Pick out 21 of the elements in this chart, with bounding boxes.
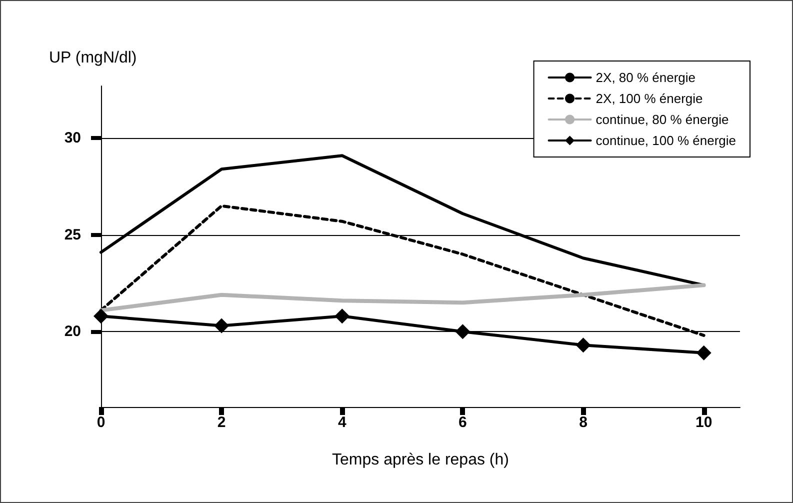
point xyxy=(455,324,470,340)
point xyxy=(334,308,350,324)
point xyxy=(214,318,230,334)
x-tick-label: 8 xyxy=(579,414,588,431)
x-tick-label: 6 xyxy=(458,414,467,431)
point xyxy=(696,345,712,360)
x-axis-title: Temps après le repas (h) xyxy=(332,452,509,468)
y-tick-label: 20 xyxy=(64,323,81,340)
point xyxy=(94,308,108,324)
y-tick-label: 25 xyxy=(64,226,81,244)
y-tick-label: 30 xyxy=(64,130,81,147)
legend-label: 2X, 100 % énergie xyxy=(596,91,703,106)
legend-label: 2X, 80 % énergie xyxy=(596,70,696,85)
y-axis-title: UP (mgN/dl) xyxy=(49,50,137,66)
legend-label: continue, 80 % énergie xyxy=(596,112,729,127)
x-tick-label: 4 xyxy=(338,414,347,431)
point xyxy=(576,338,591,353)
x-tick-label: 0 xyxy=(96,414,106,431)
legend-label: continue, 100 % énergie xyxy=(596,133,736,148)
x-tick-label: 10 xyxy=(695,414,712,431)
x-tick-label: 2 xyxy=(217,414,226,431)
